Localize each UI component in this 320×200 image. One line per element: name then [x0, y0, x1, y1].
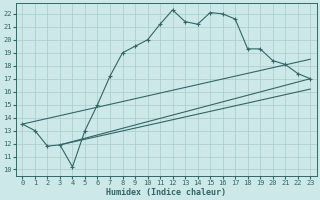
X-axis label: Humidex (Indice chaleur): Humidex (Indice chaleur): [106, 188, 226, 197]
